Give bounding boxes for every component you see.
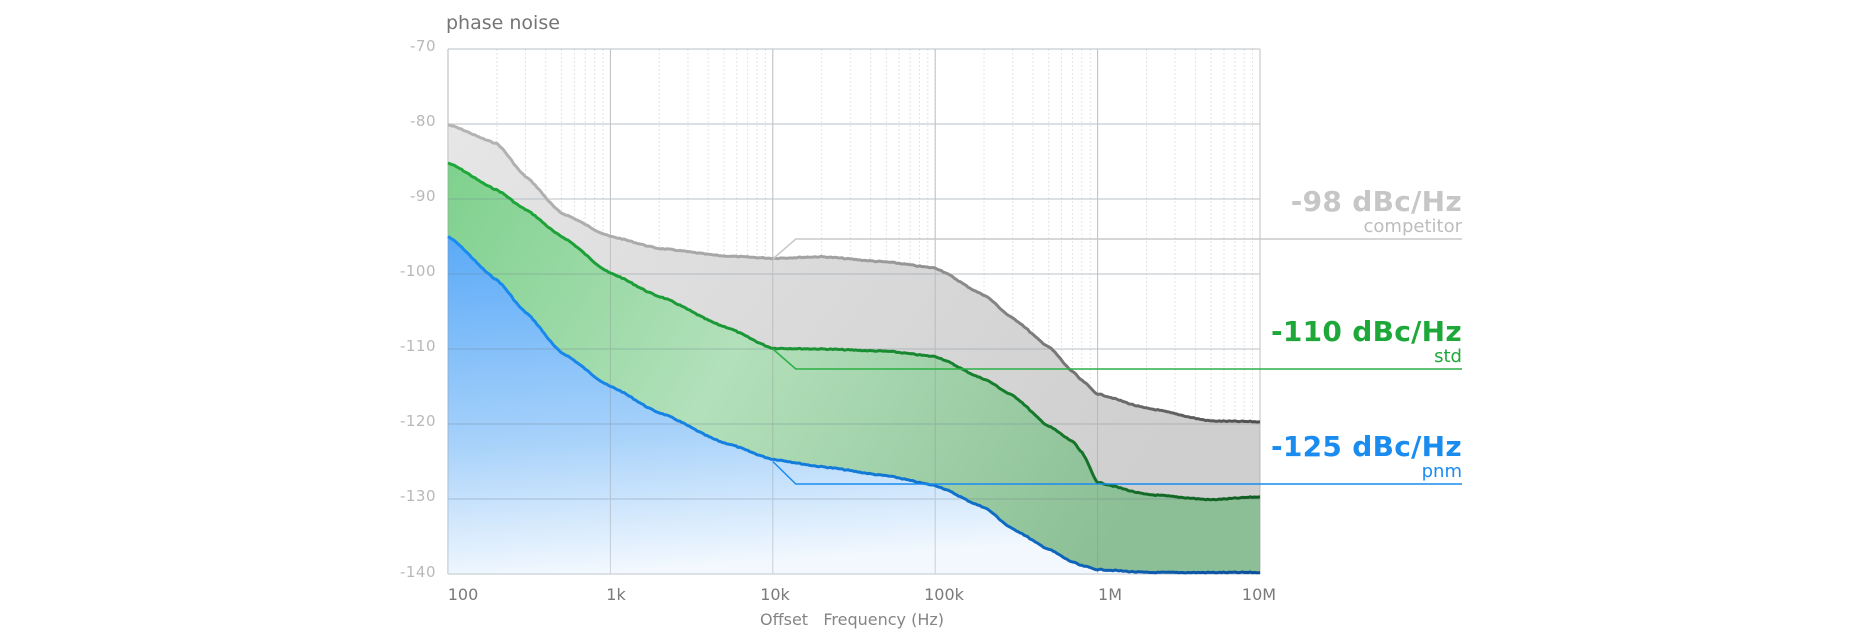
callout-pnm-label: pnm [1421,461,1462,482]
callout-competitor-label: competitor [1363,216,1462,237]
callout-std: -110 dBc/Hz std [1271,317,1462,367]
series-areas [447,48,1261,575]
callout-std-label: std [1434,346,1462,367]
chart-title: phase noise [446,12,560,34]
y-tick-label: -140 [399,563,436,581]
y-tick-label: -110 [399,337,436,355]
y-tick-label: -70 [410,37,436,55]
pnm-area [448,236,1260,574]
series-lines [447,123,1261,575]
x-tick-label: 100 [447,585,479,604]
competitor-line [447,123,1261,424]
callout-std-value: -110 dBc/Hz [1270,315,1462,348]
x-tick-label: 100k [924,585,964,604]
callout-pnm: -125 dBc/Hz pnm [1271,432,1462,482]
y-tick-label: -90 [410,187,436,205]
std-line [447,161,1261,502]
x-tick-label: 1k [606,585,626,604]
x-axis-title: Offset Frequency (Hz) [760,610,944,629]
pnm-leader-line [772,460,1462,485]
x-tick-label: 10M [1241,585,1277,604]
y-tick-label: -120 [399,412,436,430]
y-tick-label: -100 [399,262,436,280]
callout-leader-lines [772,238,1462,485]
callout-competitor: -98 dBc/Hz competitor [1291,187,1462,237]
pnm-line [447,235,1261,575]
callout-pnm-value: -125 dBc/Hz [1270,430,1462,463]
y-tick-label: -80 [410,112,436,130]
std-leader-line [772,348,1462,370]
callout-competitor-value: -98 dBc/Hz [1290,185,1462,218]
x-tick-label: 10k [760,585,790,604]
competitor-leader-line [772,238,1462,260]
x-tick-label: 1M [1098,585,1122,604]
y-tick-label: -130 [399,487,436,505]
